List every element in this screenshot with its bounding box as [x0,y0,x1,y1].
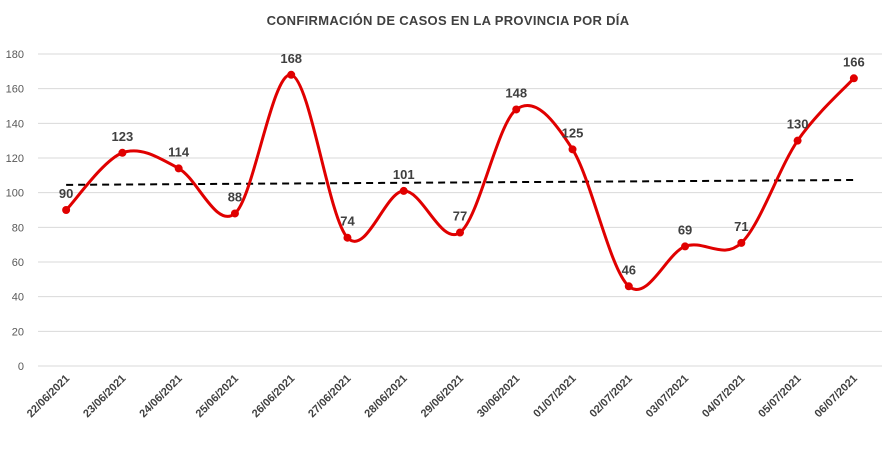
data-label: 71 [734,219,748,234]
x-tick-label: 22/06/2021 [25,373,72,420]
data-labels: 90 123 114 88 168 74 101 77 148 125 46 69 71 130 166 [59,51,865,277]
data-point [512,105,521,114]
x-tick-label: 24/06/2021 [137,373,184,420]
data-label: 130 [787,117,809,132]
x-tick-label: 01/07/2021 [531,373,578,420]
y-tick-label: 160 [6,84,24,96]
data-point [343,233,352,242]
data-label: 114 [168,144,190,159]
x-tick-label: 27/06/2021 [306,373,353,420]
y-axis-ticks: 0 20 40 60 80 100 120 140 160 180 [6,49,24,373]
x-tick-label: 04/07/2021 [700,373,747,420]
chart-title: CONFIRMACIÓN DE CASOS EN LA PROVINCIA PO… [267,13,630,28]
gridlines [38,53,882,367]
data-label: 69 [678,222,692,237]
y-tick-label: 20 [12,326,24,338]
x-tick-label: 23/06/2021 [81,373,128,420]
series-line [65,73,855,291]
data-point [793,136,802,145]
x-tick-label: 26/06/2021 [250,373,297,420]
y-tick-label: 100 [6,188,24,200]
y-tick-label: 180 [6,49,24,61]
x-tick-label: 03/07/2021 [644,373,691,420]
data-point [399,186,408,195]
data-point [681,242,690,251]
x-tick-label: 28/06/2021 [362,373,409,420]
x-tick-label: 29/06/2021 [419,373,466,420]
data-label: 166 [843,54,865,69]
data-point [62,206,71,214]
data-point [456,228,464,237]
data-point [737,238,746,247]
data-point [118,148,127,157]
data-label: 46 [622,262,636,277]
data-label: 168 [280,51,302,66]
y-tick-label: 140 [6,118,24,130]
data-point [230,209,239,218]
y-tick-label: 40 [12,292,24,304]
data-point [624,282,633,291]
data-label: 74 [340,214,355,229]
data-label: 125 [562,125,584,140]
data-point [568,145,577,154]
y-tick-label: 60 [12,257,24,269]
data-label: 77 [453,209,467,224]
x-tick-label: 05/07/2021 [756,373,803,420]
x-tick-label: 02/07/2021 [588,373,635,420]
data-label: 148 [505,85,527,100]
data-point [849,74,858,83]
y-tick-label: 120 [6,153,24,165]
x-tick-label: 30/06/2021 [475,373,522,420]
data-label: 90 [59,186,73,201]
x-axis-ticks: 22/06/2021 23/06/2021 24/06/2021 25/06/2021… [25,373,860,420]
x-tick-label: 25/06/2021 [194,373,241,420]
trendline-path [66,179,854,186]
data-label: 88 [228,189,242,204]
data-point [174,164,183,173]
data-markers [62,70,858,291]
trendline [66,179,854,186]
x-tick-label: 06/07/2021 [813,373,860,420]
series-path [65,73,855,291]
data-point [287,70,296,79]
data-label: 101 [393,167,415,182]
y-tick-label: 80 [12,222,24,234]
data-label: 123 [112,129,134,144]
y-tick-label: 0 [18,361,24,373]
